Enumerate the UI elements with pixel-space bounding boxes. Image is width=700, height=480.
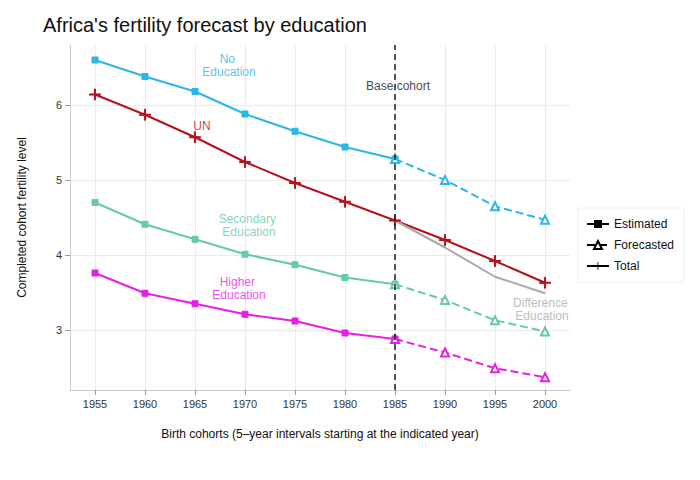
- svg-text:1970: 1970: [233, 398, 257, 410]
- svg-text:Estimated: Estimated: [614, 217, 667, 231]
- svg-text:1975: 1975: [283, 398, 307, 410]
- svg-text:1980: 1980: [333, 398, 357, 410]
- svg-text:4: 4: [56, 249, 62, 261]
- svg-text:Education: Education: [212, 288, 265, 302]
- svg-text:1955: 1955: [83, 398, 107, 410]
- svg-text:1985: 1985: [383, 398, 407, 410]
- svg-text:Education: Education: [222, 225, 275, 239]
- svg-text:3: 3: [56, 324, 62, 336]
- svg-text:6: 6: [56, 99, 62, 111]
- svg-text:Higher: Higher: [220, 275, 259, 289]
- svg-text:Africa's fertility forecast by: Africa's fertility forecast by education: [43, 14, 367, 36]
- svg-text:1960: 1960: [133, 398, 157, 410]
- svg-text:1990: 1990: [433, 398, 457, 410]
- svg-text:Education: Education: [515, 309, 568, 323]
- svg-text:Difference: Difference: [513, 296, 571, 310]
- svg-text:Birth cohorts (5–year interval: Birth cohorts (5–year intervals starting…: [161, 427, 478, 441]
- svg-text:1965: 1965: [183, 398, 207, 410]
- svg-text:5: 5: [56, 174, 62, 186]
- svg-text:No: No: [220, 52, 239, 66]
- svg-text:Total: Total: [614, 259, 639, 273]
- svg-text:UN: UN: [193, 119, 210, 133]
- svg-text:2000: 2000: [533, 398, 557, 410]
- svg-text:Forecasted: Forecasted: [614, 238, 674, 252]
- svg-text:Secondary: Secondary: [219, 212, 280, 226]
- svg-text:Base cohort: Base cohort: [366, 79, 431, 93]
- svg-text:Education: Education: [202, 65, 255, 79]
- svg-text:Completed cohort fertility lev: Completed cohort fertility level: [15, 137, 29, 298]
- svg-text:1995: 1995: [483, 398, 507, 410]
